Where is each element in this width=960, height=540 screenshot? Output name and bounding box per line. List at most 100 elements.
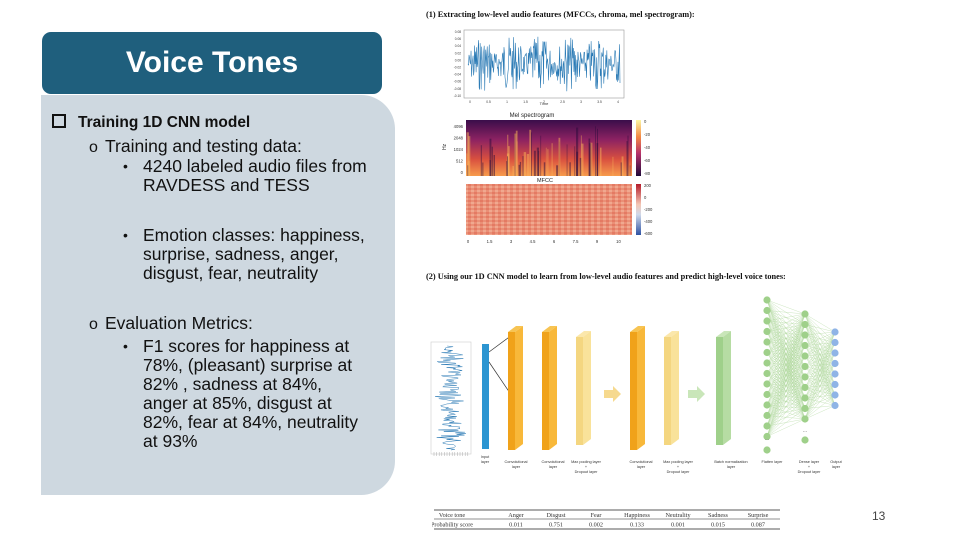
waveform-y-tick: -0.06: [454, 80, 461, 84]
waveform-x-tick: 3: [580, 100, 582, 104]
output-node: [831, 338, 839, 347]
dense-node: [801, 415, 809, 423]
training-heading: o Training and testing data:: [89, 136, 302, 157]
layer-label-dense: Dense layer: [799, 460, 820, 464]
waveform-y-tick: 0.00: [455, 58, 461, 62]
flatten-node: [763, 432, 771, 441]
mfcc-colorbar-ticks: 200 0 -200 -400 -600: [644, 183, 653, 236]
waveform-x-ticks: 0 0.5 1 1.5 2 2.5 3 3.5 4: [469, 100, 619, 104]
conv-layer-2: [542, 332, 549, 450]
dense-node: [801, 352, 809, 360]
layer-label-input: Input: [481, 455, 490, 459]
input-layer-bar: [482, 344, 489, 449]
waveform-x-tick: 0.5: [486, 100, 491, 104]
mel-y-tick: 4096: [454, 124, 464, 129]
table-row: Probability score 0.011 0.751 0.002 0.133 0.0…: [432, 522, 765, 529]
dense-connections: [766, 299, 836, 437]
layer-label-conv1: Convolutional: [504, 460, 527, 464]
mfcc-x-tick: 4.5: [530, 239, 536, 244]
bullet-icon: •: [123, 338, 128, 354]
table-header-cell: Anger: [508, 512, 523, 519]
waveform-y-tick: -0.02: [454, 66, 461, 70]
mel-y-label: Hz: [442, 143, 448, 150]
output-node: [831, 359, 839, 368]
mel-y-tick: 512: [456, 159, 464, 164]
layer-label-pool1: Max pooling layer: [571, 460, 601, 464]
waveform-y-tick: -0.08: [454, 87, 461, 91]
batch-norm-layer: [716, 337, 723, 445]
flatten-node: [763, 348, 771, 357]
mfcc-x-tick: 0: [467, 239, 470, 244]
dense-node: [801, 394, 809, 402]
waveform-y-tick: 0.04: [455, 44, 461, 48]
mfcc-x-tick: 9: [596, 239, 599, 244]
dense-node: [801, 436, 809, 444]
dense-node: [801, 320, 809, 329]
waveform-x-tick: 4: [617, 100, 619, 104]
mel-colorbar: [636, 120, 641, 176]
output-node: [831, 328, 839, 336]
svg-text:...: ...: [764, 436, 769, 442]
checkbox-bullet-icon: [52, 114, 66, 128]
flatten-node: [763, 306, 771, 315]
mfcc-heatmap: [466, 184, 632, 235]
mfcc-colorbar: [636, 184, 641, 235]
waveform-x-tick: 1.5: [523, 100, 528, 104]
waveform-y-tick: 0.06: [455, 37, 461, 41]
mfcc-x-tick: 1.5: [487, 239, 493, 244]
table-cell: 0.087: [751, 522, 765, 529]
mel-colorbar-tick: -40: [644, 145, 651, 150]
table-cell: Probability score: [432, 522, 473, 529]
waveform-plot: [467, 36, 621, 92]
mel-y-tick: 0: [461, 170, 464, 175]
page-number: 13: [872, 509, 886, 523]
layer-label-bn: Batch normalization: [714, 460, 747, 464]
dense-node: [801, 310, 809, 318]
section-heading: Training 1D CNN model: [52, 113, 250, 132]
mel-colorbar-tick: -20: [644, 132, 651, 137]
evaluation-heading: o Evaluation Metrics:: [89, 313, 253, 334]
mel-colorbar-ticks: 0 -20 -40 -60 -80: [644, 119, 651, 176]
flatten-node: [763, 411, 771, 420]
mfcc-x-tick: 6: [553, 239, 556, 244]
figure1-caption: (1) Extracting low-level audio features …: [426, 10, 695, 19]
probability-table: Voice tone Anger Disgust Fear Happiness Neutr…: [432, 509, 780, 530]
waveform-x-tick: 2.5: [560, 100, 565, 104]
conv-layer-1: [508, 332, 515, 450]
table-cell: 0.133: [630, 522, 644, 529]
waveform-x-tick: 3.5: [597, 100, 602, 104]
flatten-node: [763, 422, 771, 430]
flatten-node: [763, 380, 771, 388]
vertical-waveform: [433, 345, 468, 456]
dense-node: [801, 404, 809, 413]
mfcc-x-tick: 10: [616, 239, 621, 244]
waveform-y-ticks: 0.08 0.06 0.04 0.02 0.00 -0.02 -0.04 -0.06 -0.08…: [454, 30, 461, 98]
mel-y-tick: 2048: [454, 136, 464, 141]
circle-bullet-icon: o: [89, 139, 98, 156]
table-cell: 0.002: [589, 522, 603, 529]
table-cell: 0.011: [509, 522, 523, 529]
conv-layer-3: [630, 332, 637, 450]
layer-label-output: Output: [830, 460, 842, 464]
dense-node: [801, 373, 809, 381]
waveform-x-tick: 0: [469, 100, 471, 104]
layer-label-conv2: Convolutional: [541, 460, 564, 464]
mfcc-colorbar-tick: 200: [644, 183, 652, 188]
table-header-cell: Disgust: [547, 512, 566, 519]
layer-label-conv3: layer: [637, 465, 646, 469]
output-node: [831, 401, 839, 410]
waveform-y-tick: 0.02: [455, 51, 461, 55]
arrow-icon: [688, 386, 705, 402]
table-header: Voice tone Anger Disgust Fear Happiness Neutr…: [439, 512, 769, 519]
output-node: [831, 391, 839, 399]
output-node: [831, 380, 839, 389]
layer-label-dense: Dropout layer: [798, 470, 822, 474]
layer-label-input: layer: [481, 460, 490, 464]
table-cell: 0.001: [671, 522, 685, 529]
waveform-y-tick: -0.04: [454, 73, 461, 77]
layer-label-bn: layer: [727, 465, 736, 469]
figure2-caption: (2) Using our 1D CNN model to learn from…: [426, 272, 786, 281]
dense-node: [801, 383, 809, 392]
